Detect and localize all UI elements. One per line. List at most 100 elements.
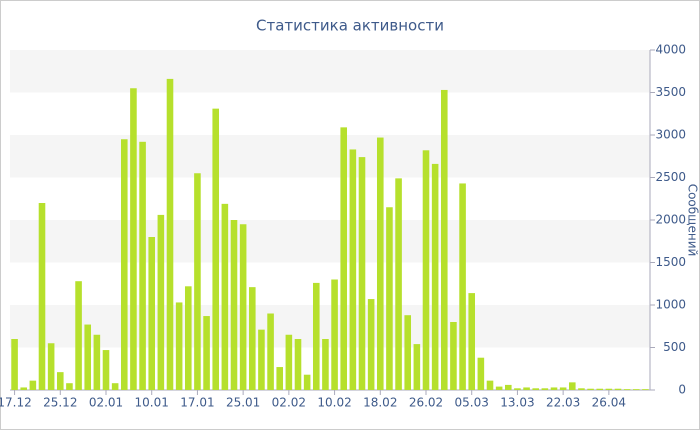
bar	[29, 380, 37, 390]
y-tick-label: 3500	[655, 85, 686, 99]
bar	[504, 384, 512, 390]
bar	[56, 372, 64, 390]
bar	[340, 127, 348, 390]
x-tick-label: 17.12	[0, 396, 32, 410]
bar	[642, 389, 649, 390]
grid-band	[10, 50, 650, 93]
bar	[578, 388, 585, 390]
bar	[221, 203, 229, 390]
bar	[194, 173, 201, 390]
y-tick-label: 2500	[655, 170, 686, 184]
bar	[303, 374, 311, 390]
x-tick-label: 05.03	[455, 396, 489, 410]
bar	[440, 89, 448, 390]
bar	[550, 387, 558, 390]
bar	[322, 339, 329, 390]
x-tick-label: 25.01	[226, 396, 260, 410]
x-tick-label: 10.02	[317, 396, 351, 410]
bar	[559, 387, 567, 390]
x-tick-label: 18.02	[363, 396, 397, 410]
y-tick-label: 4000	[655, 43, 686, 57]
bar	[596, 388, 604, 390]
x-tick-label: 26.04	[592, 396, 626, 410]
bar	[386, 207, 393, 390]
bar	[20, 387, 28, 390]
bar	[312, 282, 320, 390]
bar	[422, 150, 430, 390]
bar	[395, 178, 402, 390]
bar	[404, 315, 412, 390]
bar	[84, 324, 92, 390]
bar	[66, 383, 73, 390]
bar	[139, 141, 146, 390]
chart-title: Статистика активности	[256, 17, 444, 35]
grid-band	[10, 305, 650, 348]
bar	[239, 224, 247, 390]
y-tick-label: 2000	[655, 213, 686, 227]
x-tick-label: 25.12	[43, 396, 77, 410]
bar	[130, 88, 137, 390]
y-axis-label: Сообщений	[686, 184, 700, 257]
bar	[541, 388, 549, 390]
bar	[166, 78, 174, 391]
bar	[450, 322, 457, 390]
x-tick-label: 02.02	[272, 396, 306, 410]
bar	[267, 313, 274, 390]
bar	[276, 367, 284, 390]
bar	[413, 344, 421, 390]
x-tick-label: 02.01	[89, 396, 123, 410]
bar	[175, 302, 183, 390]
x-tick-label: 17.01	[180, 396, 214, 410]
bar	[212, 108, 220, 391]
bar	[532, 388, 540, 390]
bar	[120, 139, 128, 390]
bar	[605, 388, 613, 390]
bar	[614, 388, 622, 390]
bar	[285, 334, 293, 390]
bar	[230, 220, 238, 390]
grid-band	[10, 220, 650, 263]
bar	[349, 149, 357, 390]
y-tick-label: 1000	[655, 298, 686, 312]
bar	[568, 382, 576, 390]
bar	[367, 299, 375, 390]
bar	[514, 388, 521, 390]
bar	[431, 163, 439, 390]
bar	[203, 316, 210, 390]
bar	[459, 183, 466, 390]
x-tick-label: 26.02	[409, 396, 443, 410]
bar	[75, 281, 82, 390]
bar	[376, 137, 384, 390]
x-tick-label: 13.03	[500, 396, 534, 410]
bar	[47, 343, 55, 390]
bar	[632, 389, 640, 390]
bar	[102, 350, 110, 390]
y-tick-label: 500	[663, 340, 686, 354]
bar	[111, 383, 119, 390]
bar	[93, 334, 101, 390]
bar	[38, 203, 46, 390]
bar	[523, 387, 530, 390]
x-tick-label: 22.03	[546, 396, 580, 410]
bar	[294, 339, 302, 390]
bar	[331, 279, 338, 390]
bar	[157, 214, 165, 390]
bar	[11, 339, 18, 390]
bar	[495, 386, 503, 390]
bar	[258, 329, 265, 390]
x-tick-label: 10.01	[135, 396, 169, 410]
bar	[148, 237, 156, 390]
bar	[184, 286, 192, 390]
y-tick-label: 0	[678, 383, 686, 397]
grid-band	[10, 135, 650, 178]
bar	[486, 380, 494, 390]
bar	[587, 388, 594, 390]
bar	[468, 293, 476, 390]
y-tick-label: 1500	[655, 255, 686, 269]
bar	[358, 157, 366, 390]
y-tick-label: 3000	[655, 128, 686, 142]
bar	[477, 357, 485, 390]
bar	[248, 287, 256, 390]
bar	[623, 389, 631, 390]
